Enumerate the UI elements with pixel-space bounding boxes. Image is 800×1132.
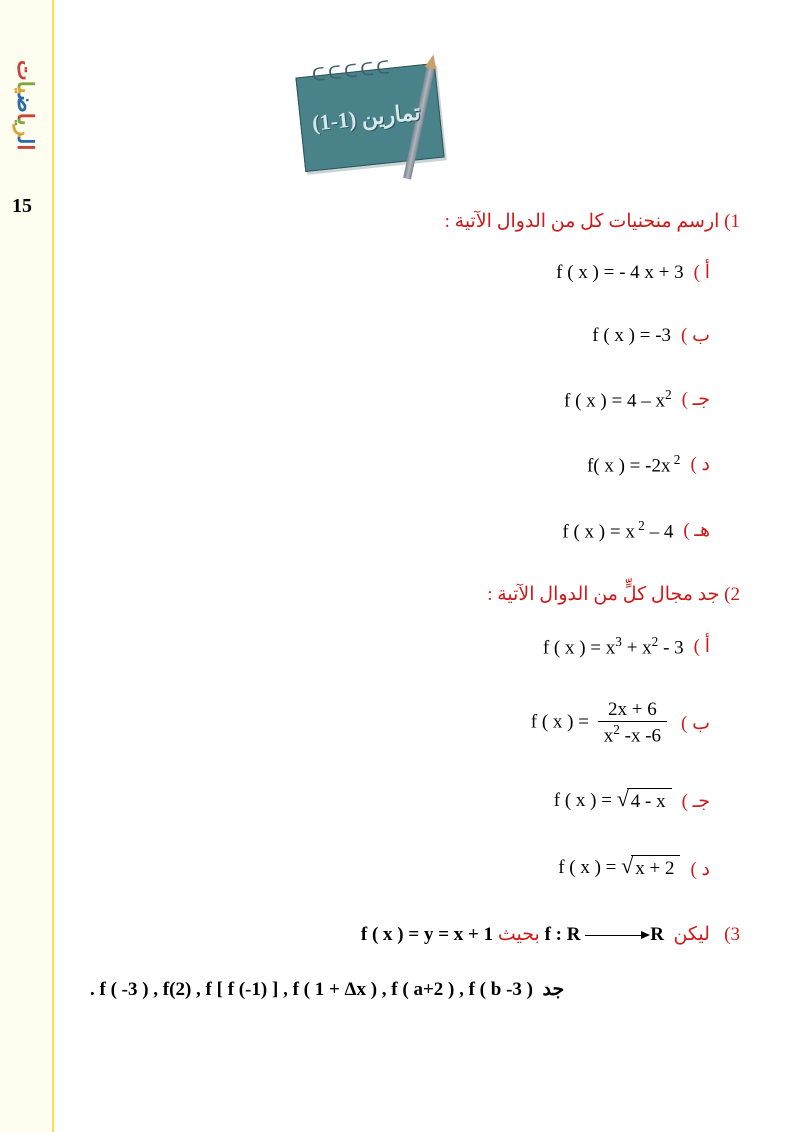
q3-domain: R	[650, 924, 668, 945]
sqrt: √ 4 - x	[617, 788, 672, 816]
q2-heading: 2) جد مجال كلٍّ من الدوال الآتية :	[80, 583, 740, 606]
page-content: 1) ارسم منحنيات كل من الدوال الآتية : أ …	[80, 210, 740, 1001]
q2-item-b: ب ) f ( x ) = 2x + 6 x2 -x -6	[80, 699, 740, 747]
q3-let: ليكن	[673, 924, 709, 945]
q3-where: بحيث	[498, 924, 540, 945]
q1-item-e: هـ ) f ( x ) = x 2 – 4	[80, 518, 740, 543]
divider-bar	[52, 0, 54, 1132]
q3-fR: f : R	[545, 924, 581, 945]
frac-lhs: f ( x ) =	[531, 712, 589, 733]
bullet: أ )	[694, 261, 710, 284]
formula: f ( x ) = √ x + 2	[558, 855, 680, 883]
bullet: ب )	[681, 324, 710, 347]
formula: f ( x ) = 2x + 6 x2 -x -6	[531, 699, 671, 747]
denominator: x2 -x -6	[598, 721, 667, 747]
page-number: 15	[12, 195, 32, 218]
q1-item-c: جـ ) f ( x ) = 4 – x2	[80, 387, 740, 412]
sqrt-arg: 4 - x	[627, 788, 672, 816]
bullet: أ )	[694, 635, 710, 658]
q1-item-a: أ ) f ( x ) = - 4 x + 3	[80, 261, 740, 284]
q3-number: 3)	[724, 924, 740, 945]
formula: f ( x ) = √ 4 - x	[554, 788, 672, 816]
bullet: جـ )	[682, 388, 710, 411]
q3-def: f ( x ) = y = x + 1	[361, 924, 493, 945]
q2-item-a: أ ) f ( x ) = x3 + x2 - 3	[80, 634, 740, 659]
numerator: 2x + 6	[598, 699, 667, 721]
q3-line: 3) ليكن R f : R بحيث f ( x ) = y = x + 1	[80, 923, 740, 946]
formula: f ( x ) = x3 + x2 - 3	[543, 634, 684, 659]
find-label: جد	[542, 979, 564, 1000]
notepad-header: ᑕᑕᑕᑕᑕ تمارين (1-1)	[290, 55, 455, 175]
formula: f( x ) = -2x 2	[587, 452, 681, 477]
formula: f ( x ) = x 2 – 4	[562, 518, 673, 543]
formula: f ( x ) = 4 – x2	[564, 387, 672, 412]
bullet: هـ )	[683, 519, 710, 542]
bullet: ب )	[681, 712, 710, 735]
bullet: د )	[690, 453, 710, 476]
q3-find: . f ( -3 ) , f(2) , f [ f (-1) ] , f ( 1…	[80, 978, 740, 1001]
fraction: 2x + 6 x2 -x -6	[598, 699, 667, 747]
q1-heading: 1) ارسم منحنيات كل من الدوال الآتية :	[80, 210, 740, 233]
q1-item-b: ب ) f ( x ) = -3	[80, 324, 740, 347]
book-title-vertical: الرياضيات	[12, 60, 38, 151]
sqrt-arg: x + 2	[631, 855, 680, 883]
sidebar: الرياضيات 15	[0, 0, 50, 1132]
q2-item-c: جـ ) f ( x ) = √ 4 - x	[80, 788, 740, 816]
formula: f ( x ) = -3	[592, 325, 671, 347]
sqrt: √ x + 2	[621, 855, 680, 883]
formula: f ( x ) = - 4 x + 3	[556, 262, 684, 284]
q1-item-d: د ) f( x ) = -2x 2	[80, 452, 740, 477]
bullet: جـ )	[682, 790, 710, 813]
bullet: د )	[690, 858, 710, 881]
q2-item-d: د ) f ( x ) = √ x + 2	[80, 855, 740, 883]
sqrt-lhs: f ( x ) =	[554, 790, 617, 811]
sqrt-lhs: f ( x ) =	[558, 857, 621, 878]
